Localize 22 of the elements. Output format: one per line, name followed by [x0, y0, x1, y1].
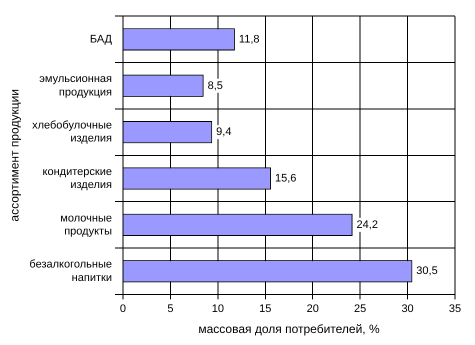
data-label: 8,5	[208, 80, 223, 92]
x-tick-label: 5	[167, 303, 174, 316]
y-axis-title: ассортимент продукции	[8, 89, 22, 222]
data-label: 30,5	[416, 265, 438, 278]
x-tick-label: 15	[259, 303, 272, 316]
y-tick-label: эмульсионная продукция	[39, 73, 112, 98]
x-tick-label: 35	[448, 303, 462, 316]
data-label: 11,8	[238, 33, 260, 46]
x-tick-label: 30	[401, 303, 414, 316]
x-tick-label: 20	[306, 303, 319, 316]
y-tick-label: БАД	[90, 33, 113, 46]
data-label: 24,2	[356, 218, 378, 231]
x-tick-label: 0	[120, 303, 126, 316]
data-label: 9,4	[216, 126, 232, 138]
x-axis-title: массовая доля потребителей, %	[198, 322, 380, 336]
x-tick-label: 10	[212, 303, 224, 316]
y-tick-label: кондитерские изделия	[42, 166, 112, 192]
x-tick-label: 25	[354, 303, 366, 316]
y-tick-label: молочные продукты	[60, 212, 112, 238]
data-label: 15,6	[274, 172, 296, 185]
y-tick-label: хлебобулочные изделия	[32, 120, 112, 145]
y-tick-label: безалкогольные напитки	[29, 258, 112, 284]
